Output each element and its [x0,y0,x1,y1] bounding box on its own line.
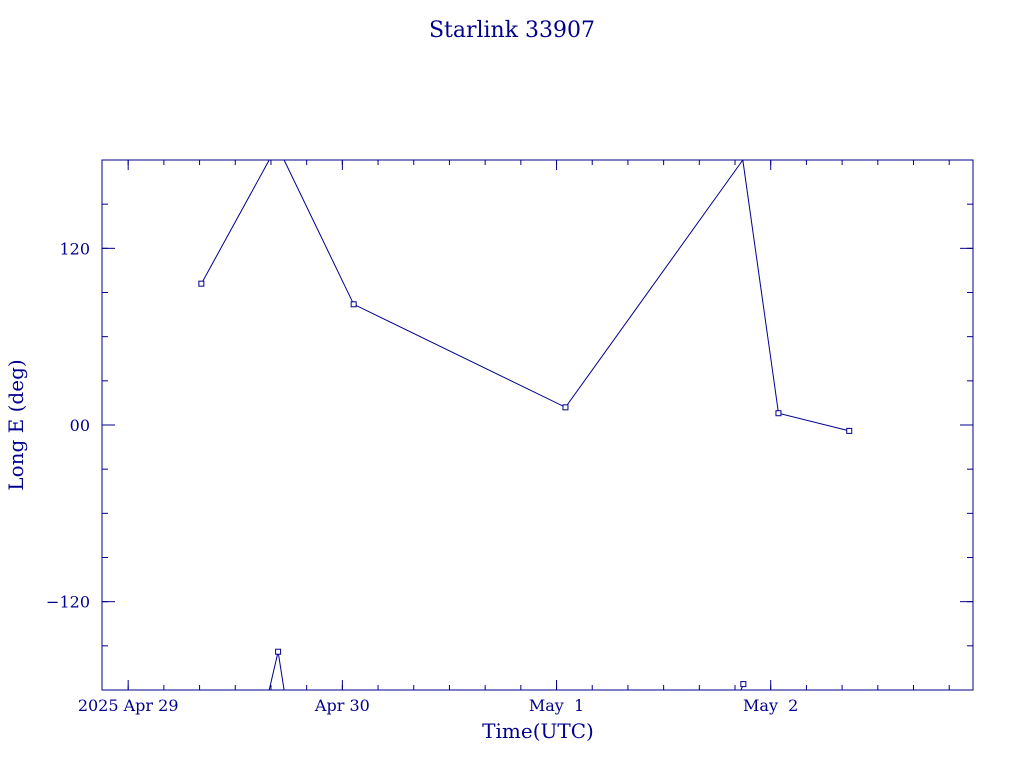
data-point-marker [846,427,853,434]
y-tick-label: 00 [70,416,90,435]
chart-title: Starlink 33907 [429,18,595,43]
data-point-marker [775,410,782,417]
data-point-marker [350,301,357,308]
data-point-marker [740,681,747,688]
series-line-1 [200,159,744,408]
x-tick-labels: 2025 Apr 29 Apr 30 May 1 May 2 [78,696,799,715]
x-tick-label: 2025 Apr 29 [78,696,179,715]
major-ticks [102,160,973,690]
x-tick-label: May 2 [743,696,798,715]
data-point-marker [275,648,282,655]
data-point-marker [198,280,205,287]
y-tick-label: 120 [59,239,90,258]
y-tick-label: −120 [46,593,90,612]
x-axis-label: Time(UTC) [482,719,594,743]
series-line-3 [742,159,850,432]
y-axis-label: Long E (deg) [4,359,28,490]
plot-frame [101,159,974,691]
series-lines [200,159,850,691]
data-point-marker [562,404,569,411]
series-line-2 [268,651,285,691]
x-tick-label: May 1 [529,696,584,715]
minor-ticks [102,160,973,690]
series-markers [198,280,853,688]
y-tick-labels: 120 00 −120 [46,239,90,611]
x-tick-label: Apr 30 [314,696,370,715]
